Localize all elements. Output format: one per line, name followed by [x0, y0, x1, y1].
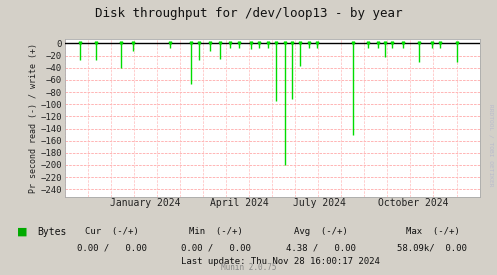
Text: 4.38 /   0.00: 4.38 / 0.00	[286, 243, 355, 252]
Text: Bytes: Bytes	[37, 227, 67, 237]
Text: ■: ■	[17, 227, 28, 237]
Text: Disk throughput for /dev/loop13 - by year: Disk throughput for /dev/loop13 - by yea…	[95, 7, 402, 20]
Text: Min  (-/+): Min (-/+)	[189, 227, 243, 236]
Y-axis label: Pr second read (-) / write (+): Pr second read (-) / write (+)	[28, 43, 38, 192]
Text: 0.00 /   0.00: 0.00 / 0.00	[77, 243, 147, 252]
Text: Avg  (-/+): Avg (-/+)	[294, 227, 347, 236]
Text: 58.09k/  0.00: 58.09k/ 0.00	[398, 243, 467, 252]
Text: 0.00 /   0.00: 0.00 / 0.00	[181, 243, 251, 252]
Text: Max  (-/+): Max (-/+)	[406, 227, 459, 236]
Text: Cur  (-/+): Cur (-/+)	[85, 227, 139, 236]
Text: RRDTOOL / TOBI OETIKER: RRDTOOL / TOBI OETIKER	[488, 104, 493, 187]
Text: Munin 2.0.75: Munin 2.0.75	[221, 263, 276, 272]
Text: Last update: Thu Nov 28 16:00:17 2024: Last update: Thu Nov 28 16:00:17 2024	[181, 257, 380, 266]
